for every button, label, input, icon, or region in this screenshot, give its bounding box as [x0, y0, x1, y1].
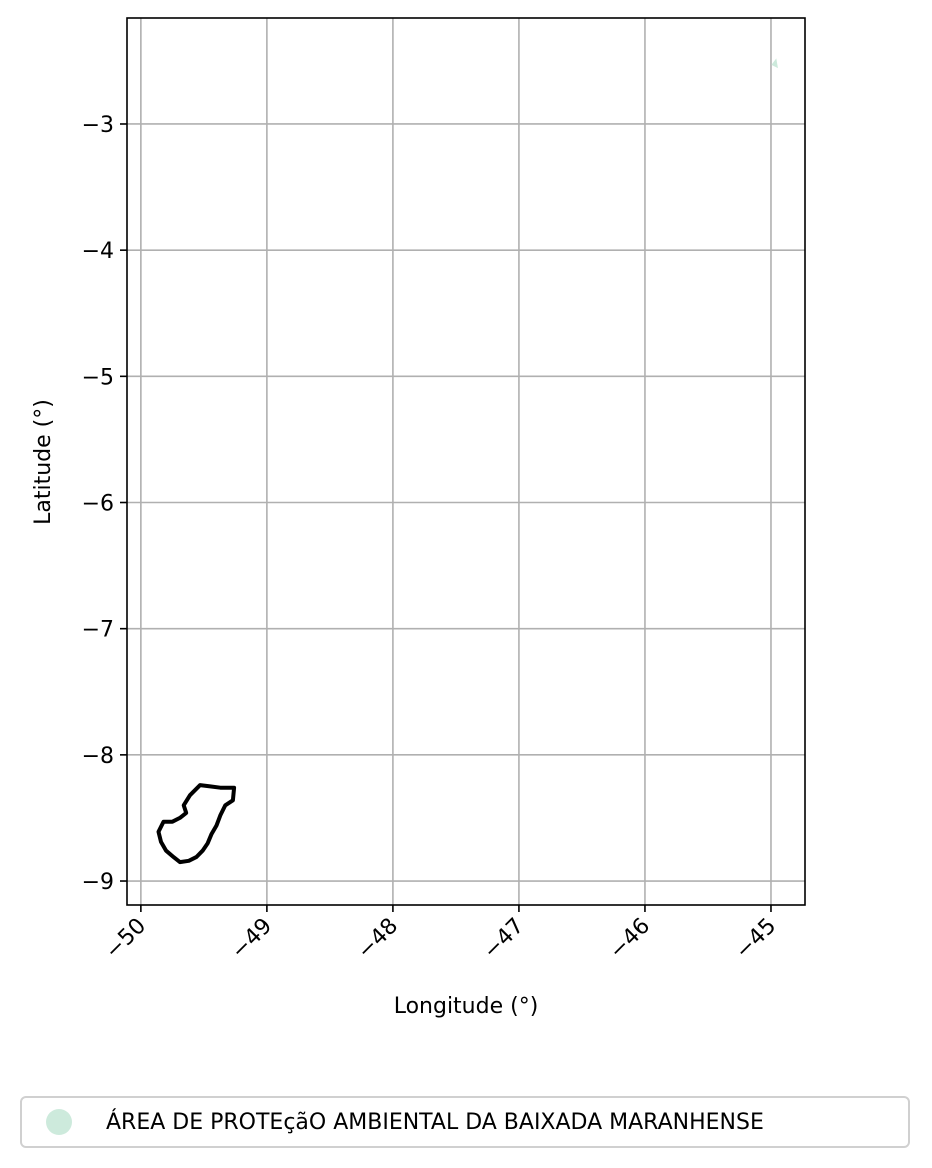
legend: ÁREA DE PROTEçãO AMBIENTAL DA BAIXADA MA… [20, 1096, 910, 1148]
y-tick-label: −4 [82, 239, 114, 264]
x-tick-label: −45 [731, 914, 782, 965]
x-tick-label: −49 [227, 914, 278, 965]
y-tick-label: −5 [82, 365, 114, 390]
y-tick-label: −8 [82, 744, 114, 769]
x-tick-label: −48 [353, 914, 404, 965]
x-tick-label: −46 [605, 914, 656, 965]
legend-entry-label: ÁREA DE PROTEçãO AMBIENTAL DA BAIXADA MA… [106, 1109, 764, 1135]
map-shapes [156, 58, 778, 865]
protected-area-shape [771, 58, 778, 69]
x-axis-label: Longitude (°) [394, 994, 539, 1019]
y-tick-label: −9 [82, 870, 114, 895]
y-tick-label: −6 [82, 492, 114, 517]
grid-lines [127, 18, 805, 905]
x-tick-label: −47 [479, 914, 530, 965]
axis-ticks: −50 −49 −48 −47 −46 −45 −9 −8 −7 −6 −5 −4 −3 [82, 113, 782, 964]
plot-frame [126, 17, 806, 906]
y-tick-label: −3 [82, 113, 114, 138]
region-outline [156, 783, 237, 865]
map-plot: −50 −49 −48 −47 −46 −45 −9 −8 −7 −6 −5 −4 −3 Longitu… [31, 17, 806, 1019]
y-axis-label: Latitude (°) [31, 399, 56, 525]
x-tick-label: −50 [101, 914, 152, 965]
legend-marker [46, 1109, 72, 1135]
y-tick-label: −7 [82, 618, 114, 643]
